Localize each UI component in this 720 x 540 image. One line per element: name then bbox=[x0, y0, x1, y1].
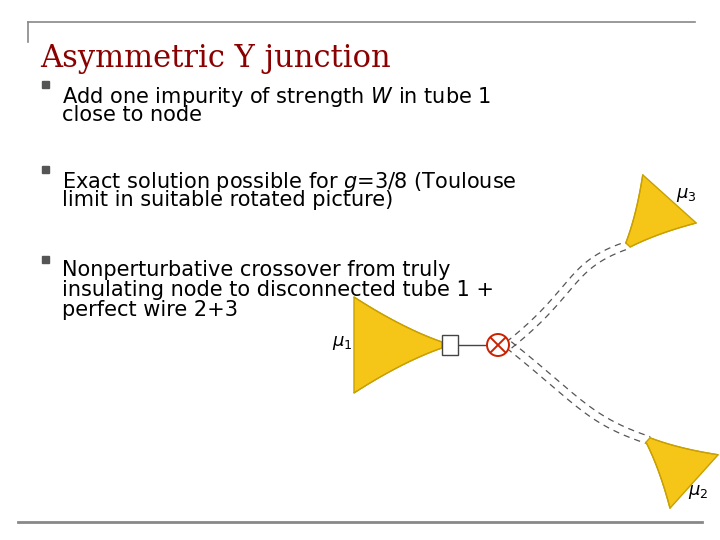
Bar bbox=[42, 80, 49, 87]
Text: $\mu_1$: $\mu_1$ bbox=[332, 334, 353, 352]
Bar bbox=[442, 335, 458, 355]
Polygon shape bbox=[354, 297, 442, 393]
Text: $\mu_2$: $\mu_2$ bbox=[688, 483, 708, 501]
Text: perfect wire 2+3: perfect wire 2+3 bbox=[62, 300, 238, 320]
Polygon shape bbox=[626, 175, 696, 247]
Text: insulating node to disconnected tube 1 +: insulating node to disconnected tube 1 + bbox=[62, 280, 494, 300]
Polygon shape bbox=[646, 438, 718, 508]
Bar bbox=[42, 255, 49, 262]
Text: close to node: close to node bbox=[62, 105, 202, 125]
Text: Nonperturbative crossover from truly: Nonperturbative crossover from truly bbox=[62, 260, 451, 280]
Text: limit in suitable rotated picture): limit in suitable rotated picture) bbox=[62, 190, 393, 210]
Circle shape bbox=[487, 334, 509, 356]
Text: Add one impurity of strength $W$ in tube 1: Add one impurity of strength $W$ in tube… bbox=[62, 85, 491, 109]
Text: Exact solution possible for $g$=3/8 (Toulouse: Exact solution possible for $g$=3/8 (Tou… bbox=[62, 170, 517, 194]
Bar bbox=[42, 165, 49, 172]
Text: $\mu_3$: $\mu_3$ bbox=[676, 186, 697, 204]
Text: Asymmetric Y junction: Asymmetric Y junction bbox=[40, 43, 391, 74]
